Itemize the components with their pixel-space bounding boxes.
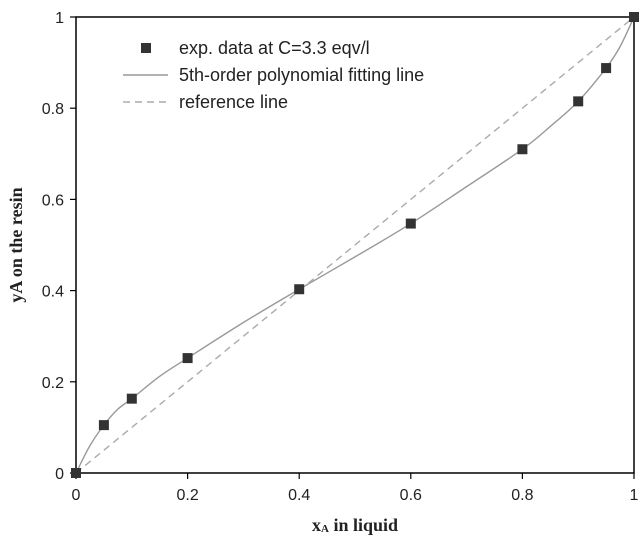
data-point-marker bbox=[294, 284, 305, 295]
data-point-marker bbox=[517, 144, 528, 155]
reference-line bbox=[75, 16, 635, 474]
series-layer bbox=[71, 12, 639, 478]
plot-frame bbox=[75, 16, 635, 474]
y-tick-label: 0.4 bbox=[42, 284, 64, 301]
legend-label: exp. data at C=3.3 eqv/l bbox=[179, 38, 370, 58]
legend-label: reference line bbox=[179, 92, 288, 112]
x-tick-label: 0.2 bbox=[176, 487, 198, 504]
y-tick-label: 1 bbox=[55, 10, 64, 27]
data-point-marker bbox=[126, 393, 137, 404]
legend-marker bbox=[141, 43, 151, 53]
legend: exp. data at C=3.3 eqv/l 5th-order polyno… bbox=[123, 38, 424, 112]
x-tick-label: 0 bbox=[72, 487, 81, 504]
data-point-marker bbox=[405, 218, 416, 229]
axes bbox=[75, 16, 635, 474]
x-tick-label: 0.6 bbox=[400, 487, 422, 504]
x-axis-title: xA in liquid bbox=[312, 515, 398, 535]
y-tick-label: 0.6 bbox=[42, 192, 64, 209]
data-point-marker bbox=[182, 353, 193, 364]
data-point-marker bbox=[71, 468, 81, 478]
data-point-marker bbox=[601, 63, 612, 74]
x-axis-title-main: x bbox=[312, 515, 321, 535]
x-tick-label: 0.8 bbox=[511, 487, 533, 504]
y-axis-title: yA on the resin bbox=[6, 187, 26, 302]
data-point-marker bbox=[573, 96, 584, 107]
x-tick-label: 0.4 bbox=[288, 487, 310, 504]
y-tick-label: 0.2 bbox=[42, 375, 64, 392]
data-point-marker bbox=[98, 420, 109, 431]
x-tick-label: 1 bbox=[630, 487, 639, 504]
y-tick-label: 0 bbox=[55, 466, 64, 483]
ticks: 0 0.2 0.4 0.6 0.8 1 0 0.2 0.4 0.6 0.8 1 bbox=[42, 10, 639, 504]
y-tick-label: 0.8 bbox=[42, 101, 64, 118]
x-axis-title-subscript: A bbox=[321, 523, 329, 535]
data-point-marker bbox=[629, 12, 639, 22]
x-axis-title-rest: in liquid bbox=[329, 515, 398, 535]
legend-label: 5th-order polynomial fitting line bbox=[179, 65, 424, 85]
